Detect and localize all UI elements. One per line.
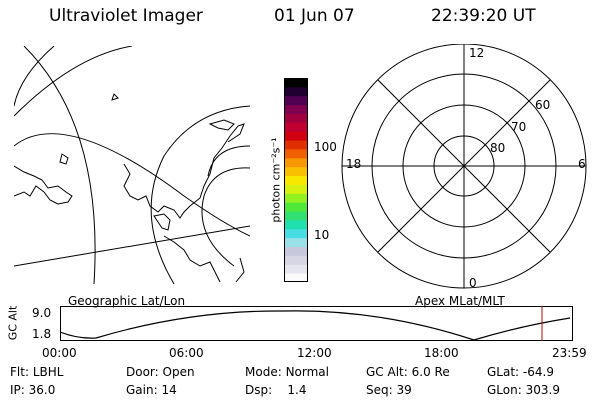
info-dsp-key: Dsp: — [245, 383, 273, 397]
colorbar-cell — [284, 219, 308, 230]
colorbar-cell — [284, 148, 308, 159]
info-mode-key: Mode: — [245, 365, 282, 379]
info-ip-value: 36.0 — [28, 383, 56, 397]
colorbar-cell — [284, 193, 308, 203]
colorbar-cell — [284, 104, 308, 114]
info-ip: IP: 36.0 — [10, 383, 55, 397]
colorbar-tick-label-100: 100 — [314, 140, 337, 154]
geographic-label: Geographic Lat/Lon — [68, 294, 186, 308]
colorbar-cell — [284, 237, 308, 248]
polar-plot — [341, 44, 587, 289]
altitude-ytick-1.8: 1.8 — [32, 327, 52, 341]
mlt-label-18: 18 — [346, 157, 362, 171]
info-glat-value: -64.9 — [522, 365, 554, 379]
mlt-label-0: 0 — [469, 276, 477, 290]
colorbar-cell — [284, 140, 308, 150]
altitude-xtick-1: 06:00 — [169, 346, 204, 360]
colorbar-cell — [284, 184, 308, 194]
colorbar-unit-label: photon cm⁻²s⁻¹ — [269, 137, 283, 223]
info-door-value: Open — [162, 365, 195, 379]
info-glon-value: 303.9 — [525, 383, 560, 397]
colorbar-cell — [284, 157, 308, 168]
colorbar-tick-label-10: 10 — [314, 228, 330, 242]
mlt-label-6: 6 — [578, 157, 586, 171]
colorbar-cell — [284, 255, 308, 265]
info-mode: Mode: Normal — [245, 365, 329, 379]
info-glat: GLat: -64.9 — [487, 365, 554, 379]
info-gain-key: Gain: — [126, 383, 158, 397]
apex-label: Apex MLat/MLT — [415, 294, 505, 308]
colorbar-cell — [284, 131, 308, 141]
mlt-label-12: 12 — [469, 46, 485, 60]
time-label: 22:39:20 UT — [431, 6, 536, 26]
colorbar-cell — [284, 264, 308, 274]
info-flt-key: Flt: — [10, 365, 29, 379]
info-seq-value: 39 — [396, 383, 412, 397]
info-seq: Seq: 39 — [366, 383, 412, 397]
info-dsp-value: 1.4 — [287, 383, 307, 397]
altitude-xtick-3: 18:00 — [424, 346, 459, 360]
colorbar-cell — [284, 273, 308, 282]
colorbar-cell — [284, 86, 308, 97]
colorbar-cell — [284, 113, 308, 123]
info-ip-key: IP: — [10, 383, 25, 397]
altitude-xtick-0: 00:00 — [42, 346, 77, 360]
colorbar-cell — [284, 166, 308, 177]
info-dsp: Dsp: 1.4 — [245, 383, 307, 397]
altitude-ylabel: GC Alt — [6, 305, 20, 341]
info-mode-value: Normal — [285, 365, 329, 379]
info-gain-value: 14 — [161, 383, 177, 397]
info-gcalt: GC Alt: 6.0 Re — [366, 365, 450, 379]
lat-label-60: 60 — [535, 98, 551, 112]
page-title: Ultraviolet Imager — [49, 6, 203, 26]
colorbar-cell — [284, 175, 308, 185]
altitude-xtick-4: 23:59 — [552, 346, 587, 360]
lat-label-80: 80 — [490, 141, 506, 155]
lat-label-70: 70 — [511, 120, 527, 134]
info-flt-value: LBHL — [32, 365, 64, 379]
altitude-plot — [60, 306, 573, 341]
colorbar-cell — [284, 246, 308, 256]
altitude-xtick-2: 12:00 — [297, 346, 332, 360]
info-door: Door: Open — [126, 365, 195, 379]
colorbar-cell — [284, 211, 308, 221]
altitude-ytick-9: 9.0 — [32, 306, 52, 320]
info-door-key: Door: — [126, 365, 159, 379]
colorbar-cell — [284, 202, 308, 212]
info-gcalt-value: 6.0 Re — [411, 365, 450, 379]
info-glon-key: GLon: — [487, 383, 522, 397]
info-flt: Flt: LBHL — [10, 365, 63, 379]
colorbar-cell — [284, 228, 308, 239]
date-label: 01 Jun 07 — [274, 6, 355, 26]
info-gain: Gain: 14 — [126, 383, 177, 397]
info-glat-key: GLat: — [487, 365, 520, 379]
info-glon: GLon: 303.9 — [487, 383, 560, 397]
colorbar-cell — [284, 122, 308, 132]
colorbar — [284, 78, 308, 282]
colorbar-cell — [284, 95, 308, 106]
geographic-map — [14, 46, 250, 284]
colorbar-cell — [284, 78, 308, 88]
info-seq-key: Seq: — [366, 383, 393, 397]
info-gcalt-key: GC Alt: — [366, 365, 408, 379]
